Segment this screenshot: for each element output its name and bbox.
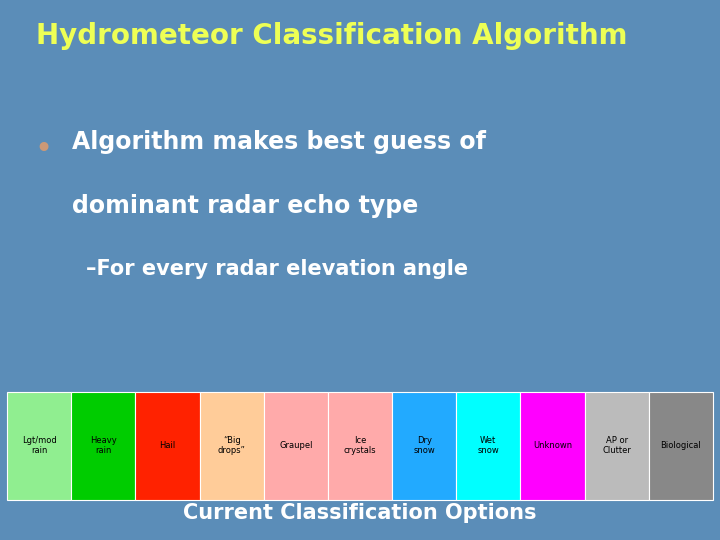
Text: Lgt/mod
rain: Lgt/mod rain (22, 436, 57, 455)
Bar (456, 392, 521, 500)
Text: Dry
snow: Dry snow (413, 436, 435, 455)
Text: Wet
snow: Wet snow (477, 436, 499, 455)
Text: •: • (34, 135, 53, 164)
Bar (585, 392, 649, 500)
Text: Algorithm makes best guess of: Algorithm makes best guess of (72, 130, 486, 153)
Bar (199, 392, 264, 500)
Bar (521, 392, 585, 500)
Bar (71, 392, 135, 500)
Text: –For every radar elevation angle: –For every radar elevation angle (86, 259, 469, 279)
Text: Graupel: Graupel (279, 441, 312, 450)
Bar (649, 392, 713, 500)
Bar (328, 392, 392, 500)
Bar (7, 392, 71, 500)
Text: Heavy
rain: Heavy rain (90, 436, 117, 455)
Text: Unknown: Unknown (533, 441, 572, 450)
Text: “Big
drops”: “Big drops” (217, 436, 246, 455)
Bar (135, 392, 199, 500)
Text: Hail: Hail (159, 441, 176, 450)
Text: Current Classification Options: Current Classification Options (184, 503, 536, 523)
Bar (264, 392, 328, 500)
Text: Hydrometeor Classification Algorithm: Hydrometeor Classification Algorithm (36, 22, 628, 50)
Text: Biological: Biological (660, 441, 701, 450)
Text: Ice
crystals: Ice crystals (343, 436, 377, 455)
Text: dominant radar echo type: dominant radar echo type (72, 194, 418, 218)
Bar (392, 392, 456, 500)
Text: AP or
Clutter: AP or Clutter (602, 436, 631, 455)
